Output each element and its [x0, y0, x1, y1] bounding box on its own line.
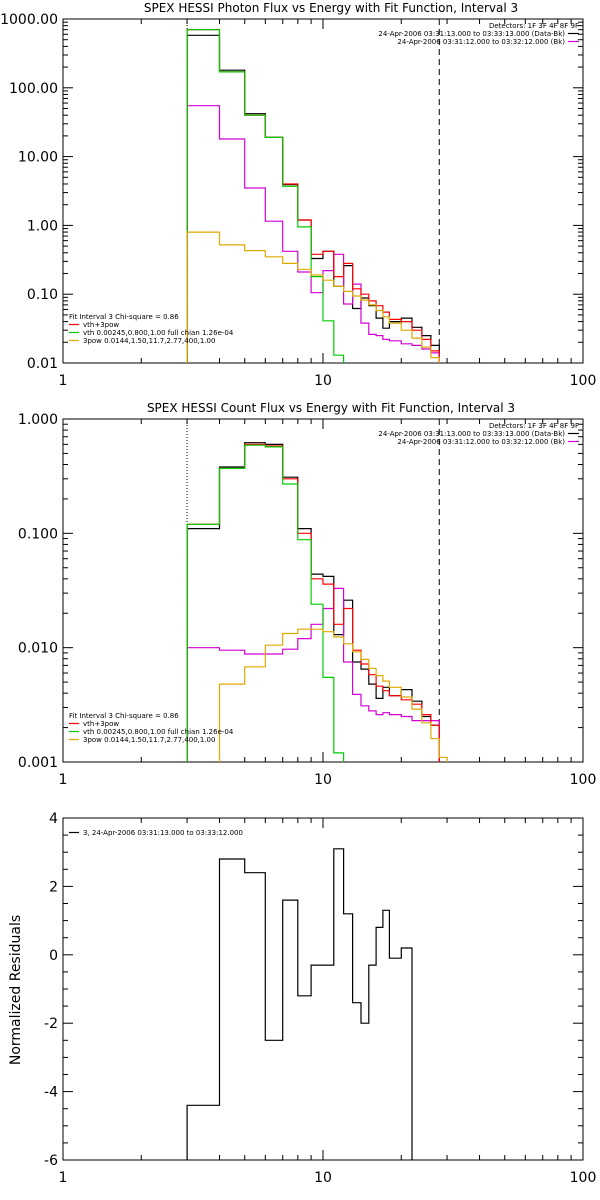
legend-entry-label: 24-Apr-2006 03:31:12.000 to 03:32:12.000… [397, 38, 565, 46]
legend-fit-header: Fit Interval 3 Chi-square = 0.86 [69, 313, 179, 321]
x-tick-label: 100 [570, 1170, 597, 1186]
count-flux-panel: SPEX HESSI Count Flux vs Energy with Fit… [18, 401, 596, 788]
legend-entry-label: vth+3pow [83, 321, 119, 329]
y-tick-label: 2 [49, 879, 58, 895]
legend-detectors: Detectors: 1F 3F 4F 8F 9F [489, 22, 579, 30]
photon-flux-panel: SPEX HESSI Photon Flux vs Energy with Fi… [0, 1, 596, 389]
series-vth-3pow [186, 29, 440, 363]
y-tick-label: -2 [44, 1016, 58, 1032]
count-flux-marks [186, 419, 448, 762]
legend-entry-label: 24-Apr-2006 03:31:13.000 to 03:33:13.000… [378, 30, 565, 38]
y-tick-label: -6 [44, 1153, 58, 1169]
residuals-y-label: Normalized Residuals [8, 915, 24, 1065]
y-tick-label: 1000.00 [0, 12, 58, 28]
y-tick-label: 0 [49, 948, 58, 964]
residuals-axes [62, 817, 584, 1161]
y-tick-label: -4 [44, 1085, 58, 1101]
x-tick-label: 100 [570, 772, 597, 788]
series-vth [186, 29, 345, 363]
photon-flux-marks [186, 19, 440, 363]
series-3pow [186, 231, 440, 363]
series-bk [186, 587, 440, 762]
legend-fit-header: Fit Interval 3 Chi-square = 0.86 [69, 712, 179, 720]
y-tick-label: 1.00 [27, 218, 58, 234]
legend-entry-label: 24-Apr-2006 03:31:12.000 to 03:32:12.000… [397, 438, 565, 446]
legend-entry-label: vth 0.00245,0.800,1.00 full chian 1.26e-… [83, 728, 234, 736]
count-flux-title: SPEX HESSI Count Flux vs Energy with Fit… [147, 401, 515, 415]
x-tick-label: 10 [314, 1170, 332, 1186]
x-tick-label: 1 [59, 373, 68, 389]
legend-detectors: Detectors: 1F 3F 4F 8F 9F [489, 422, 579, 430]
plot-frame [62, 418, 584, 763]
legend-entry-label: 3pow 0.0144,1.50,11.7,2.77,400,1.00 [83, 337, 215, 345]
photon-flux-tick-labels: 1 10 100 0.01 0.10 1.00 10.00 100.00 1000.00 [0, 12, 596, 389]
x-tick-label: 10 [314, 373, 332, 389]
x-tick-label: 100 [570, 373, 597, 389]
residuals-panel: Normalized Residuals 3, 24-Apr-2006 03:3… [8, 811, 596, 1186]
series-vth [186, 444, 345, 762]
y-tick-label: 4 [49, 811, 58, 827]
count-flux-tick-labels: 1 10 100 0.001 0.010 0.100 1.000 [18, 412, 596, 788]
series-data-bk [186, 442, 440, 762]
x-tick-label: 1 [59, 1170, 68, 1186]
y-tick-label: 10.00 [18, 150, 58, 166]
y-tick-label: 0.010 [18, 641, 58, 657]
series-3pow [218, 628, 448, 762]
y-tick-label: 0.10 [27, 287, 58, 303]
series-vth-3pow [186, 443, 440, 762]
legend-entry-label: 24-Apr-2006 03:31:13.000 to 03:33:13.000… [378, 430, 565, 438]
plot-frame [62, 817, 584, 1161]
y-tick-label: 0.001 [18, 755, 58, 771]
y-tick-label: 100.00 [9, 81, 58, 97]
legend-entry-label: vth 0.00245,0.800,1.00 full chian 1.26e-… [83, 329, 234, 337]
series-data-bk [186, 34, 440, 363]
residuals-tick-labels: 1 10 100 -6 -4 -2 0 2 4 [44, 811, 596, 1186]
y-tick-label: 0.100 [18, 526, 58, 542]
y-tick-label: 0.01 [27, 356, 58, 372]
series-residuals [186, 848, 413, 1160]
legend-entry-label: vth+3pow [83, 720, 119, 728]
legend-entry-label: 3pow 0.0144,1.50,11.7,2.77,400,1.00 [83, 736, 215, 744]
photon-flux-axes [62, 18, 584, 364]
x-tick-label: 10 [314, 772, 332, 788]
y-tick-label: 1.000 [18, 412, 58, 428]
x-tick-label: 1 [59, 772, 68, 788]
legend-entry-label: 3, 24-Apr-2006 03:31:13.000 to 03:33:12.… [83, 829, 243, 837]
photon-flux-title: SPEX HESSI Photon Flux vs Energy with Fi… [144, 1, 518, 15]
residuals-legend: 3, 24-Apr-2006 03:31:13.000 to 03:33:12.… [69, 829, 243, 837]
count-flux-axes [62, 418, 584, 763]
residuals-marks [186, 848, 413, 1160]
series-bk [186, 105, 440, 363]
